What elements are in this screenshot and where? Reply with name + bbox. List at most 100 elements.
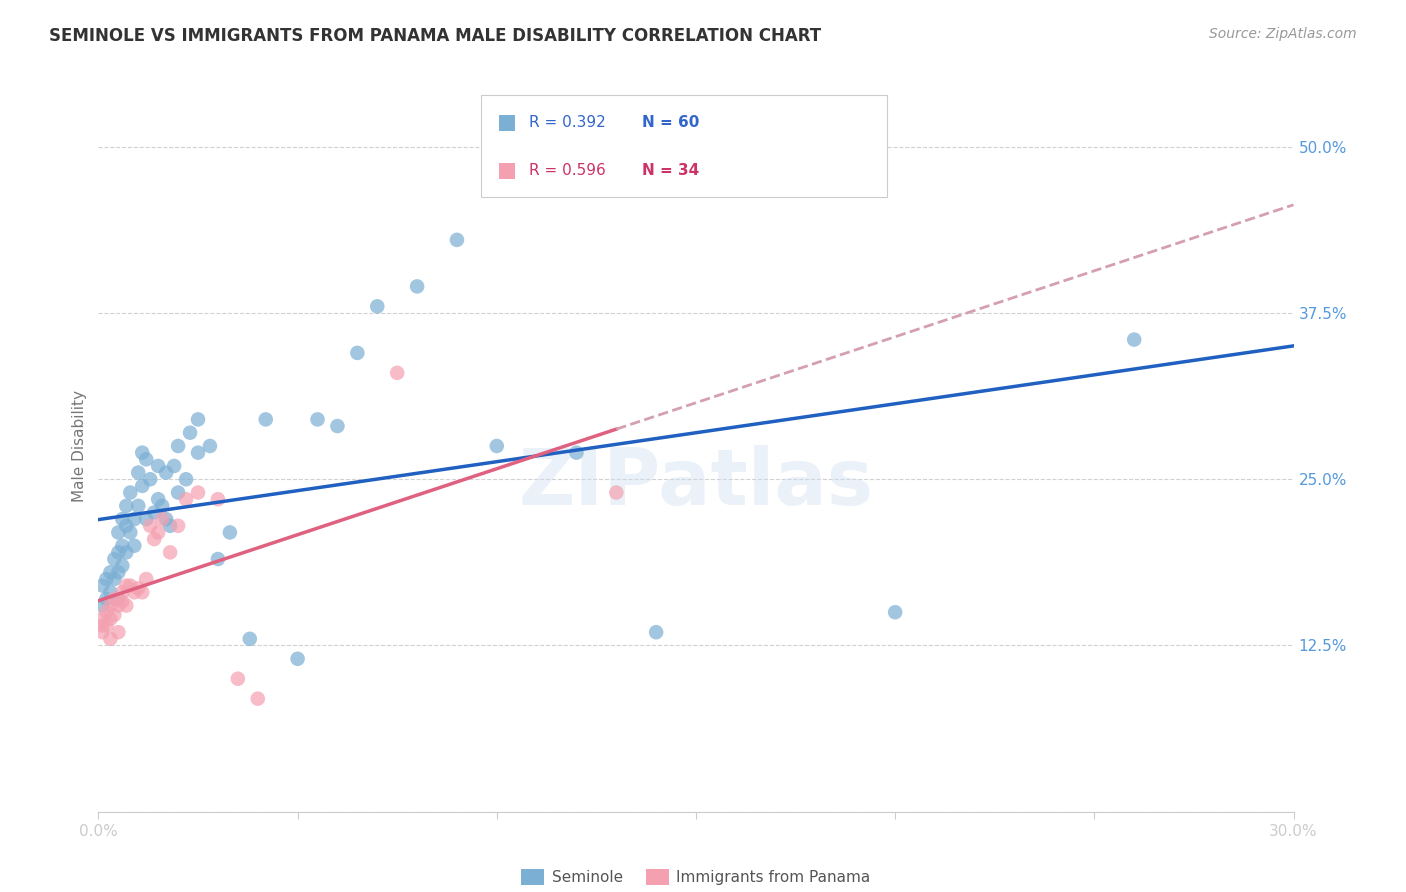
Point [884, 605, 907, 619]
Point [103, 572, 125, 586]
Point [139, 472, 162, 486]
Point [124, 585, 146, 599]
Point [246, 691, 269, 706]
Point [98, 566, 122, 580]
Point [239, 632, 262, 646]
Point [605, 485, 627, 500]
Point [187, 485, 209, 500]
Point [155, 512, 177, 526]
Point [98, 612, 122, 626]
Point [107, 599, 129, 613]
Point [155, 466, 177, 480]
Point [346, 346, 368, 360]
Point [143, 532, 166, 546]
Point [254, 412, 277, 426]
Point [207, 492, 229, 507]
FancyBboxPatch shape [499, 162, 515, 179]
Point [111, 594, 134, 608]
Point [96, 591, 118, 606]
Point [111, 558, 134, 573]
FancyBboxPatch shape [481, 95, 887, 197]
Point [111, 539, 134, 553]
Point [103, 591, 125, 606]
Point [107, 566, 129, 580]
Point [96, 618, 118, 632]
Point [115, 599, 138, 613]
Point [148, 458, 170, 473]
Point [111, 512, 134, 526]
Point [219, 525, 242, 540]
Point [446, 233, 468, 247]
Point [148, 492, 170, 507]
Point [98, 585, 122, 599]
Point [135, 452, 157, 467]
Text: N = 34: N = 34 [643, 163, 700, 178]
Text: ZIPatlas: ZIPatlas [519, 444, 873, 521]
Point [159, 545, 181, 559]
Point [115, 518, 138, 533]
Point [131, 479, 153, 493]
Point [120, 485, 142, 500]
Point [143, 506, 166, 520]
Text: R = 0.596: R = 0.596 [529, 163, 606, 178]
Point [131, 445, 153, 459]
Point [187, 412, 209, 426]
Point [103, 607, 125, 622]
Point [131, 585, 153, 599]
Point [1123, 333, 1146, 347]
Point [98, 599, 122, 613]
Point [115, 545, 138, 559]
Point [565, 445, 588, 459]
Text: R = 0.392: R = 0.392 [529, 115, 606, 130]
Text: N = 60: N = 60 [643, 115, 700, 130]
Point [107, 591, 129, 606]
Y-axis label: Male Disability: Male Disability [72, 390, 87, 502]
Point [96, 572, 118, 586]
Point [139, 518, 162, 533]
FancyBboxPatch shape [499, 115, 515, 131]
Point [103, 552, 125, 566]
Point [167, 439, 190, 453]
Point [107, 625, 129, 640]
Point [326, 419, 349, 434]
Text: Source: ZipAtlas.com: Source: ZipAtlas.com [1209, 27, 1357, 41]
Point [226, 672, 249, 686]
Point [91, 579, 114, 593]
Point [174, 492, 197, 507]
Point [174, 472, 197, 486]
Point [120, 525, 142, 540]
Point [107, 545, 129, 559]
Point [287, 652, 309, 666]
Point [207, 552, 229, 566]
Point [115, 579, 138, 593]
Point [307, 412, 329, 426]
Point [167, 485, 190, 500]
Point [135, 572, 157, 586]
Point [111, 585, 134, 599]
Point [179, 425, 201, 440]
Point [198, 439, 221, 453]
Point [385, 366, 409, 380]
Point [91, 612, 114, 626]
Point [124, 512, 146, 526]
Point [115, 499, 138, 513]
Point [120, 579, 142, 593]
Point [159, 518, 181, 533]
Point [127, 582, 149, 596]
Point [91, 618, 114, 632]
Text: SEMINOLE VS IMMIGRANTS FROM PANAMA MALE DISABILITY CORRELATION CHART: SEMINOLE VS IMMIGRANTS FROM PANAMA MALE … [49, 27, 821, 45]
Point [91, 599, 114, 613]
Point [645, 625, 668, 640]
Point [163, 458, 186, 473]
Point [127, 499, 149, 513]
Point [127, 466, 149, 480]
Point [124, 539, 146, 553]
Point [98, 632, 122, 646]
Point [485, 439, 508, 453]
Point [150, 512, 173, 526]
Point [148, 525, 170, 540]
Legend: Seminole, Immigrants from Panama: Seminole, Immigrants from Panama [515, 863, 877, 891]
Point [91, 625, 114, 640]
Point [150, 499, 173, 513]
Point [135, 512, 157, 526]
